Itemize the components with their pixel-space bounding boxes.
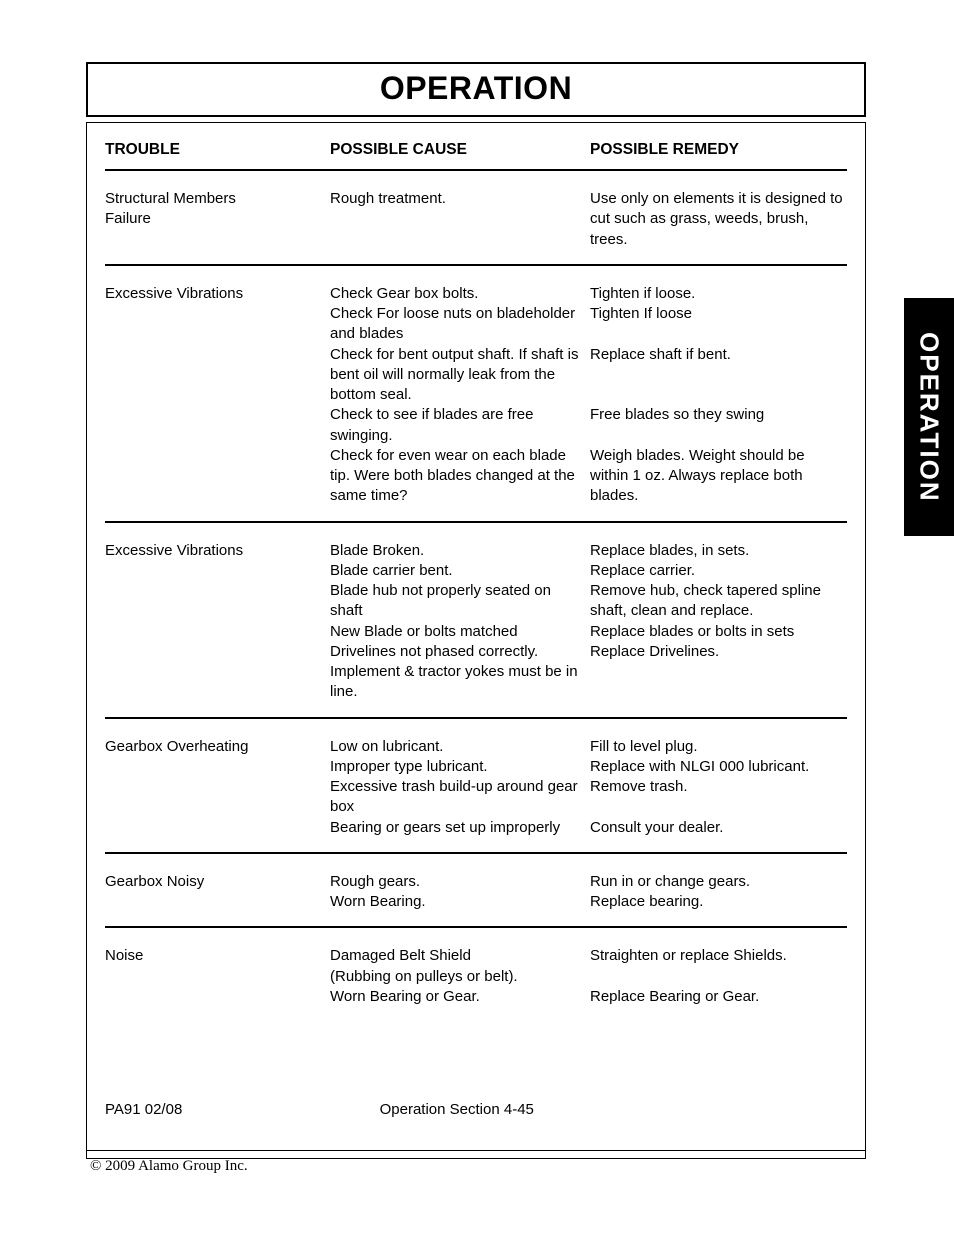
side-tab: OPERATION <box>904 298 954 536</box>
footer-row: PA91 02/08 Operation Section 4-45 <box>105 1101 847 1118</box>
cell-trouble: Gearbox Overheating <box>105 737 330 757</box>
cell-trouble: Excessive Vibrations <box>105 284 330 304</box>
table-row: Structural Members Failure Rough treatme… <box>105 171 847 266</box>
cell-trouble: Gearbox Noisy <box>105 872 330 892</box>
cell-trouble: Structural Members Failure <box>105 189 330 230</box>
troubleshooting-table: TROUBLE POSSIBLE CAUSE POSSIBLE REMEDY S… <box>86 122 866 1159</box>
cell-cause: Low on lubricant. Improper type lubrican… <box>330 737 590 838</box>
col-header-cause: POSSIBLE CAUSE <box>330 141 590 159</box>
title-box: OPERATION <box>86 62 866 117</box>
table-row: Excessive Vibrations Blade Broken. Blade… <box>105 523 847 719</box>
table-header-row: TROUBLE POSSIBLE CAUSE POSSIBLE REMEDY <box>105 141 847 171</box>
cell-remedy: Replace blades, in sets. Replace carrier… <box>590 541 847 663</box>
footer-center: Operation Section 4-45 <box>330 1101 594 1118</box>
cell-remedy: Run in or change gears. Replace bearing. <box>590 872 847 913</box>
cell-remedy: Fill to level plug. Replace with NLGI 00… <box>590 737 847 838</box>
cell-cause: Rough treatment. <box>330 189 590 209</box>
footer-left: PA91 02/08 <box>105 1101 330 1118</box>
cell-cause: Damaged Belt Shield (Rubbing on pulleys … <box>330 946 590 1007</box>
cell-remedy: Use only on elements it is designed to c… <box>590 189 847 250</box>
cell-trouble: Excessive Vibrations <box>105 541 330 561</box>
col-header-trouble: TROUBLE <box>105 141 330 159</box>
copyright: © 2009 Alamo Group Inc. <box>90 1158 248 1175</box>
col-header-remedy: POSSIBLE REMEDY <box>590 141 847 159</box>
copyright-rule <box>86 1150 866 1151</box>
cell-remedy: Tighten if loose. Tighten If loose Repla… <box>590 284 847 507</box>
page-title: OPERATION <box>88 70 864 107</box>
cell-trouble: Noise <box>105 946 330 966</box>
table-row: Noise Damaged Belt Shield (Rubbing on pu… <box>105 928 847 1021</box>
footer-right <box>594 1101 848 1118</box>
cell-cause: Check Gear box bolts. Check For loose nu… <box>330 284 590 507</box>
cell-remedy: Straighten or replace Shields. Replace B… <box>590 946 847 1007</box>
side-tab-label: OPERATION <box>914 332 945 503</box>
cell-cause: Rough gears. Worn Bearing. <box>330 872 590 913</box>
table-row: Gearbox Noisy Rough gears. Worn Bearing.… <box>105 854 847 929</box>
table-row: Gearbox Overheating Low on lubricant. Im… <box>105 719 847 854</box>
cell-cause: Blade Broken. Blade carrier bent. Blade … <box>330 541 590 703</box>
table-row: Excessive Vibrations Check Gear box bolt… <box>105 266 847 523</box>
